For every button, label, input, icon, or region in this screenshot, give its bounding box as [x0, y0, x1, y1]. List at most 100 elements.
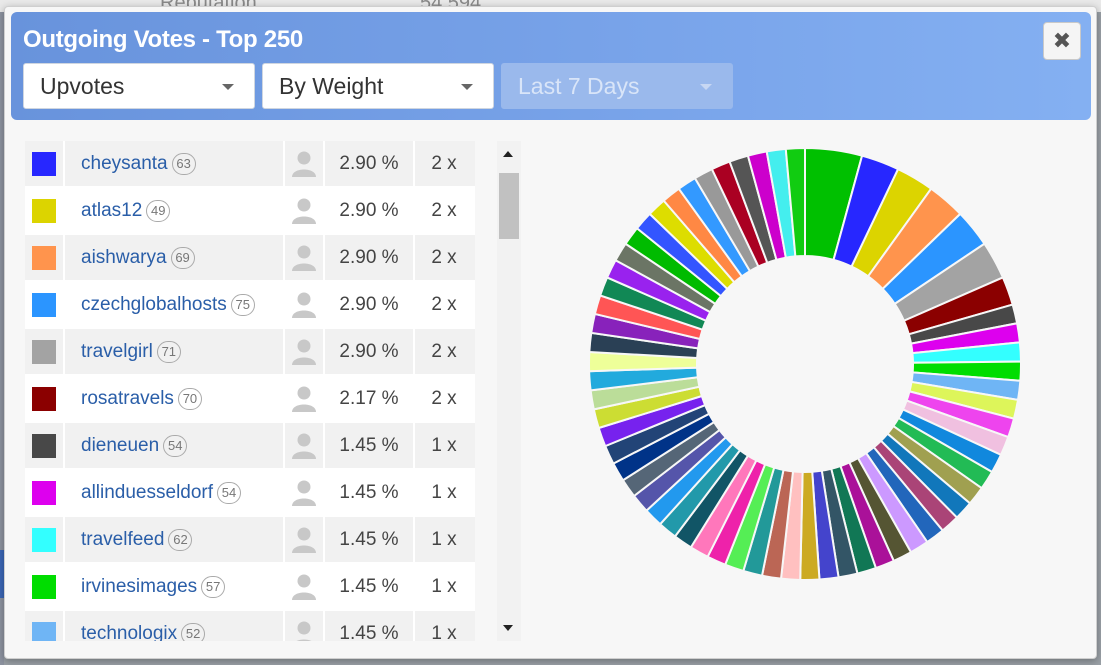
list-item: aishwarya 69 2.90 % 2 x	[25, 235, 475, 280]
voter-link[interactable]: atlas12	[81, 199, 143, 221]
dialog-header: Outgoing Votes - Top 250 Upvotes By Weig…	[11, 12, 1091, 120]
reputation-badge: 52	[181, 622, 206, 641]
avatar[interactable]	[285, 470, 325, 515]
avatar[interactable]	[285, 376, 325, 421]
avatar[interactable]	[285, 141, 325, 186]
avatar[interactable]	[285, 282, 325, 327]
color-swatch-cell	[25, 564, 65, 609]
scroll-down-arrow-icon[interactable]	[503, 625, 513, 631]
color-swatch	[32, 574, 56, 599]
vote-type-select[interactable]: Upvotes	[23, 63, 255, 109]
chevron-down-icon	[700, 84, 712, 90]
voter-name-cell: travelgirl 71	[65, 329, 285, 374]
scrollbar-thumb[interactable]	[499, 173, 519, 239]
color-swatch-cell	[25, 423, 65, 468]
avatar[interactable]	[285, 611, 325, 641]
voter-name-cell: allinduesseldorf 54	[65, 470, 285, 515]
reputation-badge: 54	[217, 481, 242, 504]
voter-name-cell: travelfeed 62	[65, 517, 285, 562]
voters-list-scrollbar[interactable]	[497, 141, 521, 641]
background-sidebar	[0, 12, 4, 665]
user-icon	[292, 151, 316, 177]
votes-donut-chart	[588, 146, 1022, 581]
list-item: allinduesseldorf 54 1.45 % 1 x	[25, 470, 475, 515]
vote-count: 1 x	[431, 575, 457, 597]
color-swatch	[32, 386, 56, 411]
color-swatch-cell	[25, 517, 65, 562]
vote-count: 2 x	[431, 293, 457, 315]
voter-link[interactable]: dieneuen	[81, 434, 160, 456]
color-swatch-cell	[25, 188, 65, 233]
vote-percentage: 1.45 %	[325, 564, 415, 609]
scroll-up-arrow-icon[interactable]	[503, 151, 513, 157]
color-swatch	[32, 198, 56, 223]
voter-link[interactable]: rosatravels	[81, 387, 174, 409]
color-swatch	[32, 621, 56, 641]
reputation-badge: 69	[170, 246, 195, 269]
list-item: czechglobalhosts 75 2.90 % 2 x	[25, 282, 475, 327]
voter-link[interactable]: cheysanta	[81, 152, 168, 174]
user-icon	[292, 574, 316, 600]
list-item: irvinesimages 57 1.45 % 1 x	[25, 564, 475, 609]
vote-percentage: 2.90 %	[325, 235, 415, 280]
vote-count: 2 x	[431, 246, 457, 268]
vote-count: 2 x	[431, 152, 457, 174]
vote-percentage: 2.90 %	[325, 282, 415, 327]
avatar[interactable]	[285, 564, 325, 609]
voter-link[interactable]: travelgirl	[81, 340, 153, 362]
voter-name-cell: technologix 52	[65, 611, 285, 641]
vote-count: 1 x	[431, 481, 457, 503]
voter-name-cell: czechglobalhosts 75	[65, 282, 285, 327]
list-item: dieneuen 54 1.45 % 1 x	[25, 423, 475, 468]
voter-link[interactable]: travelfeed	[81, 528, 165, 550]
sort-by-select[interactable]: By Weight	[262, 63, 494, 109]
voter-link[interactable]: aishwarya	[81, 246, 167, 268]
avatar[interactable]	[285, 423, 325, 468]
reputation-badge: 63	[171, 152, 196, 175]
color-swatch	[32, 339, 56, 364]
color-swatch	[32, 527, 56, 552]
color-swatch	[32, 480, 56, 505]
user-icon	[292, 245, 316, 271]
voter-link[interactable]: allinduesseldorf	[81, 481, 214, 503]
color-swatch-cell	[25, 470, 65, 515]
voter-link[interactable]: czechglobalhosts	[81, 293, 227, 315]
color-swatch	[32, 151, 56, 176]
voter-name-cell: aishwarya 69	[65, 235, 285, 280]
reputation-badge: 71	[156, 340, 181, 363]
avatar[interactable]	[285, 235, 325, 280]
voter-link[interactable]: irvinesimages	[81, 575, 198, 597]
chevron-down-icon	[461, 84, 473, 90]
voter-name-cell: cheysanta 63	[65, 141, 285, 186]
user-icon	[292, 433, 316, 459]
list-item: travelgirl 71 2.90 % 2 x	[25, 329, 475, 374]
dialog-title: Outgoing Votes - Top 250	[23, 26, 303, 53]
user-icon	[292, 480, 316, 506]
avatar[interactable]	[285, 329, 325, 374]
vote-count: 2 x	[431, 199, 457, 221]
vote-percentage: 1.45 %	[325, 423, 415, 468]
color-swatch-cell	[25, 611, 65, 641]
color-swatch-cell	[25, 235, 65, 280]
avatar[interactable]	[285, 188, 325, 233]
vote-percentage: 1.45 %	[325, 517, 415, 562]
donut-slice[interactable]	[784, 146, 806, 258]
vote-count: 2 x	[431, 340, 457, 362]
color-swatch	[32, 245, 56, 270]
vote-percentage: 2.90 %	[325, 188, 415, 233]
list-item: technologix 52 1.45 % 1 x	[25, 611, 475, 641]
voter-name-cell: dieneuen 54	[65, 423, 285, 468]
color-swatch-cell	[25, 329, 65, 374]
list-item: rosatravels 70 2.17 % 2 x	[25, 376, 475, 421]
vote-count: 1 x	[431, 434, 457, 456]
color-swatch	[32, 292, 56, 317]
voter-link[interactable]: technologix	[81, 622, 178, 642]
user-icon	[292, 386, 316, 412]
avatar[interactable]	[285, 517, 325, 562]
close-button[interactable]: ✖	[1043, 22, 1081, 60]
chevron-down-icon	[222, 84, 234, 90]
list-item: cheysanta 63 2.90 % 2 x	[25, 141, 475, 186]
user-icon	[292, 339, 316, 365]
voters-list: cheysanta 63 2.90 % 2 x atlas12 49 2.90 % 2 x ai…	[25, 141, 475, 641]
vote-percentage: 2.17 %	[325, 376, 415, 421]
